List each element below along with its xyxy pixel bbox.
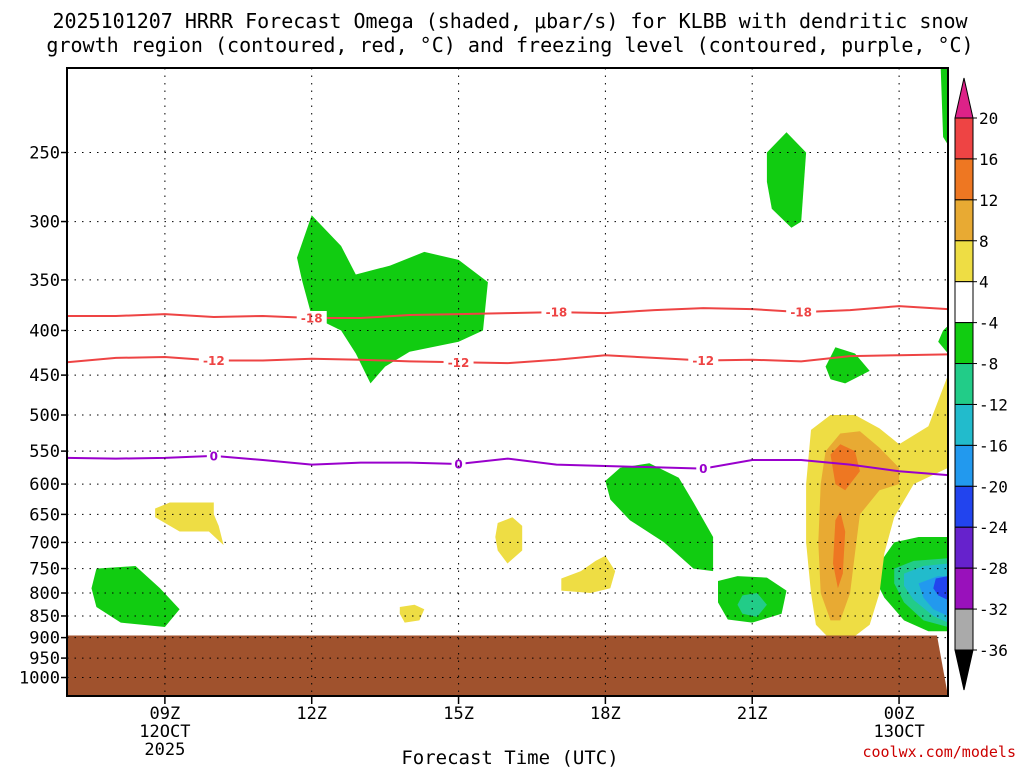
plot-area [67,68,948,696]
x-tick-label: 18Z [590,704,621,724]
omega-shaded-region [91,566,180,627]
omega-shaded-region [155,502,224,546]
y-tick-label: 800 [29,584,60,604]
contour-label-bg [688,353,719,368]
colorbar-bin [954,240,974,283]
omega-shaded-region [825,347,870,384]
contour-label-bg [786,305,817,320]
contour-label-bg [198,353,229,368]
contour-label: 0 [454,457,462,471]
colorbar-tick-label: -12 [979,396,1008,415]
omega-shaded-region [605,463,714,572]
contour-label: -18 [546,306,568,320]
omega-shaded-region [399,604,425,623]
y-tick-label: 550 [29,442,60,462]
omega-shaded-region [766,132,807,228]
credit-link[interactable]: coolwx.com/models [862,743,1016,761]
terrain-below-ground [67,635,948,696]
colorbar-tick-label: -24 [979,518,1008,537]
x-tick-label: 12Z [296,704,327,724]
x-tick-label: 09Z [150,704,181,724]
colorbar-upper-arrow [954,77,974,119]
x-tick-label: 12OCT [139,722,190,742]
colorbar-tick-label: -32 [979,600,1008,619]
colorbar-tick-label: -36 [979,641,1008,660]
contour-label-bg [541,305,572,320]
colorbar-tick-label: 16 [979,150,998,169]
temperature-contours: -18 -18 -18 -12 -12 -12 0 0 0 [67,305,948,476]
y-tick-label: 600 [29,475,60,495]
colorbar-bin [954,526,974,569]
colorbar-bin [954,322,974,365]
contour-label: -12 [203,354,225,368]
plot-frame [66,67,949,697]
chart-title-line-1: 2025101207 HRRR Forecast Omega (shaded, … [52,9,968,33]
colorbar-bin [954,403,974,446]
contour-label: 0 [210,449,218,463]
y-tick-label: 900 [29,629,60,649]
colorbar-tick-label: -16 [979,436,1008,455]
colorbar-bin [954,485,974,528]
colorbar-lower-arrow [954,649,974,691]
colorbar-bin [954,158,974,201]
colorbar-bin [954,199,974,242]
y-tick-label: 300 [29,213,60,233]
y-tick-label: 750 [29,560,60,580]
y-tick-label: 450 [29,366,60,386]
contour-label-bg [443,355,474,370]
contour-label-bg [696,461,711,476]
chart-title-line-2: growth region (contoured, red, °C) and f… [46,33,973,57]
colorbar-tick-label: 12 [979,191,998,210]
y-tick-label: 950 [29,649,60,669]
contour-label-bg [451,456,466,471]
omega-shaded-region [561,555,616,593]
contour-label-bg [206,448,221,463]
y-tick-label: 500 [29,406,60,426]
colorbar-bin [954,281,974,324]
omega-shaded-region [737,593,767,617]
contour-label-bg [296,310,327,325]
omega-shaded-region [495,517,523,564]
colorbar-bin [954,444,974,487]
omega-shaded-region [933,576,948,600]
x-tick-label: 21Z [737,704,768,724]
colorbar-tick-label: 4 [979,273,989,292]
omega-shaded-region [833,511,846,589]
colorbar-bin [954,567,974,610]
colorbar-bin [954,608,974,651]
y-tick-label: 850 [29,607,60,627]
y-tick-label: 350 [29,271,60,291]
contour-label: 0 [699,462,707,476]
contour-label: -18 [790,306,812,320]
contour-label: -12 [692,354,714,368]
x-tick-label: 2025 [144,740,185,760]
colorbar-tick-label: -28 [979,559,1008,578]
omega-shaded-region [938,325,948,354]
y-tick-label: 700 [29,533,60,553]
contour-label: -18 [301,311,323,325]
x-tick-label: 00Z [884,704,915,724]
omega-shaded-region [830,444,860,491]
axes: 2503003504004505005506006507007508008509… [19,67,949,760]
colorbar-bin [954,117,974,160]
colorbar-tick-label: -4 [979,314,998,333]
y-tick-label: 400 [29,322,60,342]
x-tick-label: 13OCT [874,722,925,742]
y-tick-label: 250 [29,144,60,164]
y-tick-label: 1000 [19,669,60,689]
omega-shaded-region [297,215,488,384]
y-tick-label: 650 [29,505,60,525]
colorbar-tick-label: 8 [979,232,989,251]
contour-label: -12 [448,356,470,370]
colorbar-tick-label: -20 [979,477,1008,496]
colorbar-tick-label: -8 [979,355,998,374]
omega-shaded-region [940,68,948,145]
x-axis-label: Forecast Time (UTC) [401,747,618,768]
colorbar-tick-label: 20 [979,109,998,128]
colorbar-bin [954,363,974,405]
colorbar: 20 16 12 8 4 -4 -8 -12 -16 -20 -24 -28 -32 -36 [954,77,1008,691]
x-tick-label: 15Z [443,704,474,724]
